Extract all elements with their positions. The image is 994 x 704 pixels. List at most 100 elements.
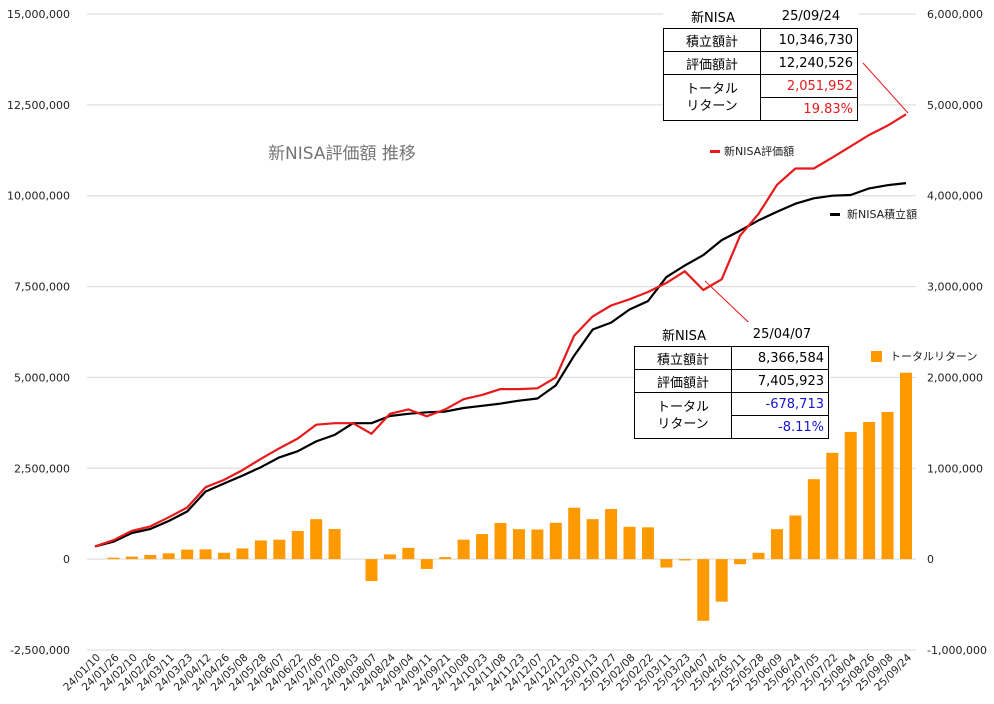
left-tick-label: 10,000,000: [7, 190, 70, 203]
return-bar: [365, 559, 378, 582]
right-tick-label: 3,000,000: [927, 281, 983, 294]
left-tick-label: 2,500,000: [14, 462, 70, 475]
grid-lines: [87, 13, 916, 651]
return-bar: [826, 452, 839, 560]
return-bars: [107, 372, 912, 621]
return-bar: [807, 479, 820, 560]
return-bar: [641, 527, 654, 560]
legend-swatch-contribution: [830, 213, 840, 216]
return-bar: [715, 559, 728, 602]
return-bar: [586, 519, 599, 560]
return-bar: [402, 547, 415, 560]
callout-dip-name: 新NISA: [662, 328, 706, 344]
callout-dip-table: 積立額計 8,366,584 評価額計 7,405,923 トータル リターン …: [634, 346, 829, 439]
left-tick-label: 15,000,000: [7, 8, 70, 21]
right-tick-label: 4,000,000: [927, 190, 983, 203]
table-row: トータル リターン -678,713: [634, 392, 829, 439]
callout-latest-header: 新NISA 25/09/24: [663, 4, 859, 28]
contribution-value: 10,346,730: [760, 28, 858, 52]
return-bar: [254, 540, 267, 560]
table-row: 積立額計 8,366,584: [634, 346, 829, 370]
callout-latest-date: 25/09/24: [781, 8, 841, 24]
return-bar: [531, 529, 544, 560]
return-bar: [660, 559, 673, 568]
return-bar: [734, 559, 747, 565]
return-bar: [900, 372, 912, 560]
callout-dip-header: 新NISA 25/04/07: [634, 322, 830, 346]
valuation-label: 評価額計: [634, 369, 732, 393]
return-bar: [291, 530, 304, 560]
left-tick-label: 0: [63, 553, 70, 566]
return-bar: [697, 559, 710, 621]
legend: 新NISA評価額 新NISA積立額 トータルリターン: [710, 144, 977, 363]
left-tick-label: 12,500,000: [7, 99, 70, 112]
legend-swatch-valuation: [710, 150, 720, 153]
return-bar: [236, 548, 249, 560]
return-bar: [789, 515, 802, 560]
callout-dip-date: 25/04/07: [752, 326, 812, 342]
contribution-value: 8,366,584: [731, 346, 829, 370]
legend-label-return: トータルリターン: [890, 350, 977, 363]
left-tick-label: 7,500,000: [14, 281, 70, 294]
callout-latest-name: 新NISA: [691, 10, 735, 26]
return-bar: [310, 519, 323, 560]
return-bar: [770, 529, 783, 560]
return-bar: [144, 554, 157, 560]
callout-dip: 新NISA 25/04/07 積立額計 8,366,584 評価額計 7,405…: [634, 322, 830, 439]
table-row: トータル リターン 2,051,952: [663, 74, 858, 121]
right-tick-label: 5,000,000: [927, 99, 983, 112]
left-tick-label: -2,500,000: [10, 644, 70, 657]
callout-latest-table: 積立額計 10,346,730 評価額計 12,240,526 トータル リター…: [663, 28, 858, 121]
return-bar: [476, 534, 489, 560]
valuation-value: 7,405,923: [731, 369, 829, 393]
return-bar: [420, 559, 433, 569]
return-percent: -8.11%: [731, 415, 829, 439]
return-bar: [863, 421, 876, 560]
valuation-label: 評価額計: [663, 51, 761, 75]
table-row: 積立額計 10,346,730: [663, 28, 858, 52]
return-bar: [439, 557, 452, 560]
return-bar: [383, 554, 396, 560]
series-lines: [94, 113, 907, 548]
return-bar: [107, 557, 120, 560]
legend-label-contribution: 新NISA積立額: [847, 207, 917, 221]
legend-label-valuation: 新NISA評価額: [724, 144, 794, 158]
return-value: 2,051,952: [760, 74, 858, 98]
return-bar: [881, 411, 894, 560]
return-bar: [752, 552, 765, 560]
x-axis-ticks: 24/01/1024/01/2624/02/1024/02/2624/03/11…: [61, 651, 914, 693]
legend-swatch-return: [871, 351, 882, 362]
return-bar: [328, 528, 341, 560]
left-tick-label: 5,000,000: [14, 371, 70, 384]
contribution-line: [94, 182, 907, 548]
return-value: -678,713: [731, 392, 829, 416]
contribution-label: 積立額計: [634, 346, 732, 370]
return-bar: [512, 529, 525, 560]
table-row: -8.11%: [635, 415, 829, 439]
return-bar: [218, 552, 231, 560]
right-axis-ticks: -1,000,000 0 1,000,000 2,000,000 3,000,000 4,…: [927, 8, 987, 657]
valuation-line: [94, 113, 907, 548]
callout-latest: 新NISA 25/09/24 積立額計 10,346,730 評価額計 12,2…: [663, 4, 859, 121]
return-bar: [568, 507, 581, 560]
return-bar: [605, 508, 618, 560]
return-bar: [125, 556, 138, 560]
right-tick-label: 0: [927, 553, 934, 566]
return-percent: 19.83%: [760, 97, 858, 121]
right-tick-label: 2,000,000: [927, 371, 983, 384]
right-tick-label: -1,000,000: [927, 644, 987, 657]
return-bar: [844, 431, 857, 560]
right-tick-label: 1,000,000: [927, 462, 983, 475]
right-tick-label: 6,000,000: [927, 8, 983, 21]
return-label: トータル リターン: [663, 74, 761, 121]
contribution-label: 積立額計: [663, 28, 761, 52]
return-bar: [457, 539, 470, 560]
return-bar: [181, 549, 194, 560]
chart-title: 新NISA評価額 推移: [268, 144, 416, 164]
return-bar: [162, 553, 175, 560]
return-label: トータル リターン: [634, 392, 732, 439]
return-bar: [494, 522, 507, 560]
callout-latest-leader: [862, 62, 909, 114]
valuation-value: 12,240,526: [760, 51, 858, 75]
